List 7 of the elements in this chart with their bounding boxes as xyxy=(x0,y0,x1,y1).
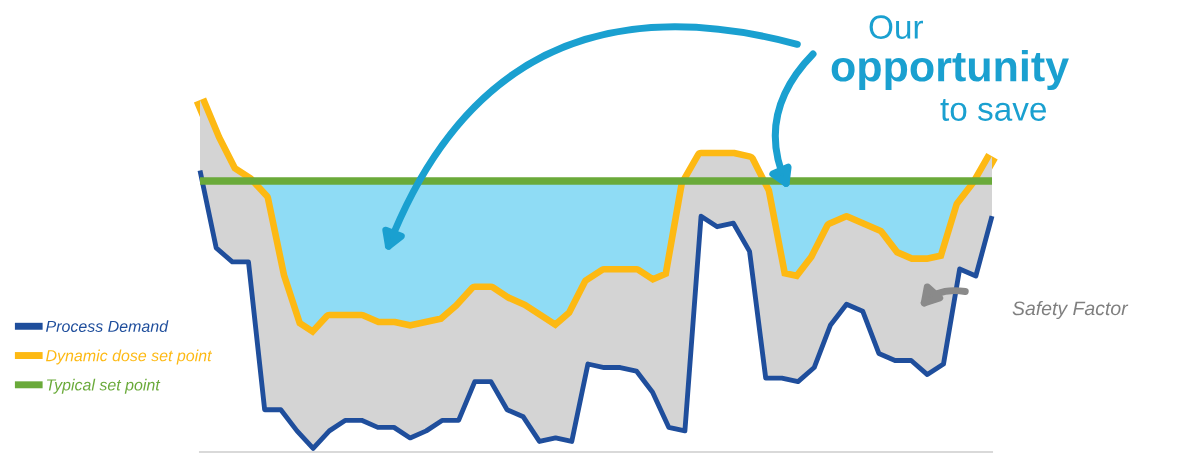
legend-label: Process Demand xyxy=(46,320,169,333)
legend-label: Typical set point xyxy=(46,378,161,394)
legend-label: Dynamic dose set point xyxy=(46,349,213,365)
text: Our xyxy=(869,15,924,39)
text: opportunity xyxy=(831,49,1069,91)
text: Safety Factor xyxy=(1012,300,1129,320)
annotation: to save xyxy=(940,99,1046,121)
